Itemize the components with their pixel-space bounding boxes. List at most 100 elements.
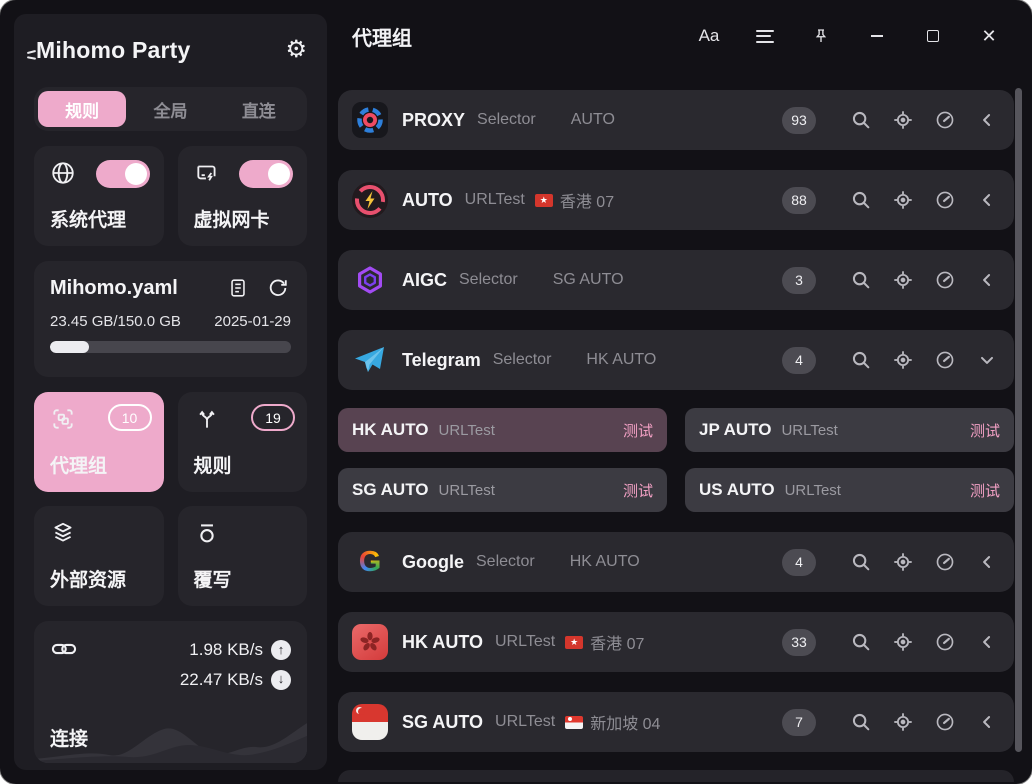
locate-icon[interactable] — [890, 107, 916, 133]
close-icon[interactable]: ✕ — [981, 25, 997, 46]
speed-test-icon[interactable] — [932, 267, 958, 293]
expand-chevron-icon[interactable] — [974, 709, 1000, 735]
proxy-groups-label: 代理组 — [50, 456, 108, 477]
font-size-icon[interactable]: Aa — [698, 26, 720, 45]
proxy-group-row[interactable]: SG AUTO URLTest 新加坡 04 7 — [338, 692, 1014, 752]
tab-global-mode[interactable]: 全局 — [153, 101, 188, 121]
group-type: URLTest — [495, 713, 556, 730]
search-icon[interactable] — [848, 709, 874, 735]
group-logo-icon — [352, 262, 388, 298]
rules-count-badge: 19 — [251, 404, 295, 431]
maximize-icon[interactable] — [920, 23, 946, 49]
group-node-count-badge: 4 — [782, 346, 816, 374]
flag-icon — [528, 274, 546, 287]
locate-icon[interactable] — [890, 629, 916, 655]
group-node-count-badge: 93 — [782, 106, 816, 134]
proxy-group-row-partial[interactable] — [338, 770, 1014, 782]
node-delay-test-link[interactable]: 测试 — [969, 482, 1000, 500]
app-title: Mihomo Party — [26, 37, 190, 64]
group-type: URLTest — [495, 633, 556, 650]
profile-refresh-icon[interactable] — [265, 275, 291, 301]
proxy-group-row[interactable]: PROXY Selector AUTO 93 — [338, 90, 1014, 150]
search-icon[interactable] — [848, 267, 874, 293]
speed-test-icon[interactable] — [932, 107, 958, 133]
tun-card[interactable]: 虚拟网卡 — [177, 146, 307, 246]
locate-icon[interactable] — [890, 267, 916, 293]
tab-rule-mode[interactable]: 规则 — [38, 91, 127, 127]
locate-icon[interactable] — [890, 549, 916, 575]
locate-icon[interactable] — [890, 347, 916, 373]
proxy-groups-icon — [53, 409, 73, 429]
tun-toggle[interactable] — [239, 160, 293, 188]
node-delay-test-link[interactable]: 测试 — [622, 482, 653, 500]
system-proxy-card[interactable]: 系统代理 — [34, 146, 164, 246]
proxy-group-row[interactable]: G Google Selector HK AUTO 4 — [338, 532, 1014, 592]
expand-chevron-icon[interactable] — [974, 107, 1000, 133]
group-type: URLTest — [464, 191, 525, 208]
expand-chevron-icon[interactable] — [974, 267, 1000, 293]
expand-chevron-icon[interactable] — [974, 629, 1000, 655]
node-name: JP AUTO — [699, 420, 772, 439]
rules-icon — [198, 410, 215, 428]
sort-lines-icon[interactable] — [752, 23, 778, 49]
connections-label: 连接 — [50, 729, 89, 750]
scrollbar-thumb[interactable] — [1015, 88, 1022, 752]
expand-chevron-icon[interactable] — [974, 549, 1000, 575]
search-icon[interactable] — [848, 629, 874, 655]
traffic-progress-bar — [50, 341, 291, 353]
titlebar: 代理组 Aa ✕ — [330, 0, 1032, 72]
tab-direct-mode[interactable]: 直连 — [241, 101, 276, 121]
flag-icon: ★ — [534, 193, 553, 207]
sidebar-item-external-resources[interactable]: 外部资源 — [34, 506, 164, 606]
profile-updated-date: 2025-01-29 — [214, 313, 291, 330]
group-node-count-badge: 7 — [782, 708, 816, 736]
proxy-node-card[interactable]: JP AUTO URLTest 测试 — [685, 408, 1014, 452]
pin-icon[interactable] — [808, 23, 834, 49]
node-delay-test-link[interactable]: 测试 — [969, 422, 1000, 440]
speed-test-icon[interactable] — [932, 549, 958, 575]
profile-list-icon[interactable] — [225, 275, 251, 301]
group-logo-icon — [352, 182, 388, 218]
expand-chevron-icon[interactable] — [974, 187, 1000, 213]
speed-test-icon[interactable] — [932, 187, 958, 213]
proxy-node-card[interactable]: SG AUTO URLTest 测试 — [338, 468, 667, 512]
node-delay-test-link[interactable]: 测试 — [622, 422, 653, 440]
sidebar-item-connections[interactable]: 1.98 KB/s ↑ 22.47 KB/s ↓ 连接 — [34, 621, 307, 763]
page-title: 代理组 — [352, 27, 412, 50]
proxy-node-card[interactable]: US AUTO URLTest 测试 — [685, 468, 1014, 512]
minimize-icon[interactable] — [864, 23, 890, 49]
group-current-node: AUTO — [570, 111, 615, 128]
proxy-group-row[interactable]: HK AUTO URLTest ★ 香港 07 33 — [338, 612, 1014, 672]
expand-chevron-icon[interactable] — [974, 347, 1000, 373]
group-name: SG AUTO — [402, 711, 484, 732]
search-icon[interactable] — [848, 549, 874, 575]
override-label: 覆写 — [193, 570, 232, 591]
proxy-node-card[interactable]: HK AUTO URLTest 测试 — [338, 408, 667, 452]
locate-icon[interactable] — [890, 709, 916, 735]
sidebar-item-rules[interactable]: 19 规则 — [177, 392, 307, 492]
proxy-group-row[interactable]: AUTO URLTest ★ 香港 07 88 — [338, 170, 1014, 230]
search-icon[interactable] — [848, 347, 874, 373]
proxy-group-row[interactable]: AIGC Selector SG AUTO 3 — [338, 250, 1014, 310]
download-speed: 22.47 KB/s — [179, 669, 263, 689]
proxy-group-row[interactable]: Telegram Selector HK AUTO 4 — [338, 330, 1014, 390]
group-node-count-badge: 3 — [782, 266, 816, 294]
speed-test-icon[interactable] — [932, 709, 958, 735]
speed-test-icon[interactable] — [932, 629, 958, 655]
search-icon[interactable] — [848, 187, 874, 213]
group-name: AIGC — [402, 269, 447, 290]
search-icon[interactable] — [848, 107, 874, 133]
settings-gear-icon[interactable]: ⚙ — [285, 36, 307, 63]
node-name: HK AUTO — [352, 420, 429, 439]
upload-speed: 1.98 KB/s — [189, 640, 263, 659]
profile-card[interactable]: Mihomo.yaml 23.45 GB/150.0 GB 2025-01-29 — [34, 261, 307, 377]
sidebar-item-override[interactable]: 覆写 — [177, 506, 307, 606]
group-current-node: 香港 07 — [559, 194, 615, 211]
sidebar-item-proxy-groups[interactable]: 10 代理组 — [34, 392, 164, 492]
locate-icon[interactable] — [890, 187, 916, 213]
proxy-group-list: PROXY Selector AUTO 93 — [338, 90, 1014, 772]
speed-test-icon[interactable] — [932, 347, 958, 373]
system-proxy-toggle[interactable] — [95, 160, 150, 188]
node-type: URLTest — [438, 421, 495, 439]
group-current-node: 香港 07 — [590, 636, 645, 653]
